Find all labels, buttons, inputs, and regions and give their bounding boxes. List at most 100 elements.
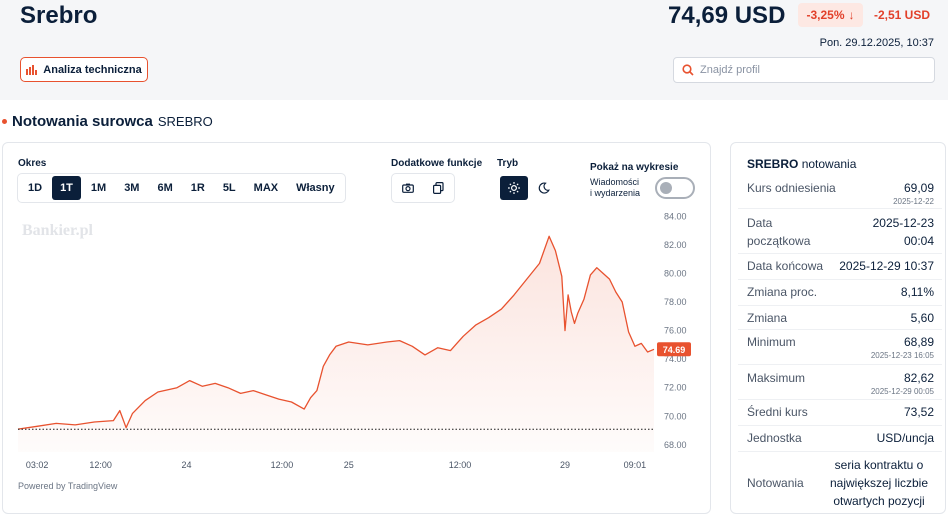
stat-value-pct-change: 8,11% (900, 285, 934, 299)
series-line (17, 235, 655, 430)
change-absolute: -2,51 USD (874, 8, 931, 22)
stat-divider (738, 305, 942, 306)
stat-label-min: Minimum (747, 335, 796, 349)
change-percent-badge: -3,25% ↓ (798, 3, 863, 27)
current-price: 74,69 USD (668, 2, 786, 29)
series-area (18, 236, 654, 452)
y-tick-label: 82.00 (664, 240, 687, 250)
stat-value-max: 82,62 (903, 371, 934, 385)
price-chart[interactable]: 84.00 82.00 80.00 78.00 76.00 74.00 72.00 70.00… (2, 212, 711, 482)
period-max[interactable]: MAX (253, 182, 279, 194)
news-events-toggle[interactable] (655, 177, 695, 199)
arrow-down-icon: ↓ (848, 8, 855, 22)
period-1r[interactable]: 1R (190, 182, 205, 194)
stat-divider (738, 279, 942, 280)
y-tick-label: 70.00 (664, 411, 687, 421)
stats-title-bold: SREBRO (747, 157, 799, 171)
period-6m[interactable]: 6M (157, 182, 173, 194)
stat-divider (738, 364, 942, 365)
section-title-text: Notowania surowca (12, 113, 153, 130)
stat-divider (738, 329, 942, 330)
stat-value-quotes-2: największej liczbie (829, 476, 929, 490)
last-price-badge (657, 342, 691, 357)
stat-label-change: Zmiana (747, 311, 788, 325)
mode-label: Tryb (497, 158, 519, 169)
period-custom[interactable]: Własny (296, 182, 335, 194)
stat-label-unit: Jednostka (747, 431, 802, 445)
stat-sub-min: 2025-12-23 16:05 (870, 351, 934, 360)
technical-analysis-button[interactable]: Analiza techniczna (20, 57, 148, 82)
period-5l[interactable]: 5L (222, 182, 236, 194)
stat-label-reference: Kurs odniesienia (747, 181, 836, 195)
dark-mode-icon[interactable] (530, 176, 558, 200)
period-label: Okres (18, 158, 47, 169)
stat-divider (738, 399, 942, 400)
light-mode-icon[interactable] (500, 176, 528, 200)
y-tick-label: 76.00 (664, 326, 687, 336)
technical-analysis-label: Analiza techniczna (43, 63, 142, 76)
stat-value-quotes-3: otwartych pozycji (833, 494, 925, 508)
stat-label-start-2: początkowa (747, 234, 811, 248)
x-tick-label: 25 (344, 460, 354, 470)
stat-value-reference: 69,09 (903, 181, 934, 195)
x-tick-label: 12:00 (449, 460, 472, 470)
stat-label-max: Maksimum (747, 371, 806, 385)
stats-title-rest: notowania (801, 157, 857, 171)
period-selector: 1D 1T 1M 3M 6M 1R 5L MAX Własny (17, 173, 346, 203)
show-on-chart-label: Pokaż na wykresie (590, 162, 679, 173)
stat-label-pct-change: Zmiana proc. (747, 285, 818, 299)
y-tick-label: 78.00 (664, 297, 687, 307)
news-label-line1: Wiadomości (590, 177, 640, 187)
section-subtitle: SREBRO (157, 114, 213, 129)
bar-chart-icon (26, 64, 38, 75)
page-title: Srebro (20, 2, 98, 29)
period-1t[interactable]: 1T (52, 176, 81, 200)
stat-sub-max: 2025-12-29 00:05 (870, 387, 934, 396)
stat-divider (738, 451, 942, 452)
news-label-line2: i wydarzenia (590, 188, 641, 198)
stat-value-end: 2025-12-29 10:37 (839, 259, 934, 273)
stat-value-unit: USD/uncja (876, 431, 934, 445)
extra-functions-label: Dodatkowe funkcje (391, 158, 483, 169)
stat-value-avg: 73,52 (903, 405, 934, 419)
x-tick-label: 09:01 (624, 460, 647, 470)
period-1m[interactable]: 1M (90, 182, 107, 194)
y-tick-label: 80.00 (664, 268, 687, 278)
search-input[interactable] (700, 64, 920, 76)
y-tick-label: 84.00 (664, 212, 687, 221)
stat-label-avg: Średni kurs (747, 405, 808, 419)
stat-label-quotes: Notowania (747, 476, 804, 490)
mode-selector (497, 173, 561, 203)
stat-value-start-time: 00:04 (903, 234, 934, 248)
extra-functions-group (391, 173, 455, 203)
powered-by: Powered by TradingView (18, 481, 118, 491)
stat-label-end: Data końcowa (747, 259, 824, 273)
copy-icon[interactable] (424, 176, 452, 200)
header-band (0, 0, 948, 100)
y-tick-label: 68.00 (664, 440, 687, 450)
chart-watermark: Bankier.pl (22, 222, 93, 239)
stat-value-min: 68,89 (903, 335, 934, 349)
stats-title: SREBRO notowania (747, 157, 856, 171)
y-tick-label: 74.00 (664, 354, 687, 364)
x-tick-label: 29 (560, 460, 570, 470)
x-tick-label: 12:00 (89, 460, 112, 470)
period-1d[interactable]: 1D (28, 182, 43, 194)
stat-divider (738, 253, 942, 254)
stats-card (730, 142, 946, 514)
stat-sub-reference: 2025-12-22 (893, 197, 934, 206)
x-tick-label: 03:02 (26, 460, 49, 470)
profile-search[interactable] (673, 57, 935, 83)
last-price-label: 74.69 (663, 345, 686, 355)
stat-divider (738, 208, 942, 209)
x-tick-label: 24 (182, 460, 192, 470)
camera-icon[interactable] (394, 176, 422, 200)
x-tick-label: 12:00 (271, 460, 294, 470)
stat-value-start-date: 2025-12-23 (872, 216, 934, 230)
y-tick-label: 72.00 (664, 383, 687, 393)
section-title: Notowania surowca SREBRO (2, 113, 213, 130)
search-icon (682, 64, 694, 76)
period-3m[interactable]: 3M (124, 182, 140, 194)
stat-divider (738, 425, 942, 426)
toggle-knob (660, 182, 672, 194)
